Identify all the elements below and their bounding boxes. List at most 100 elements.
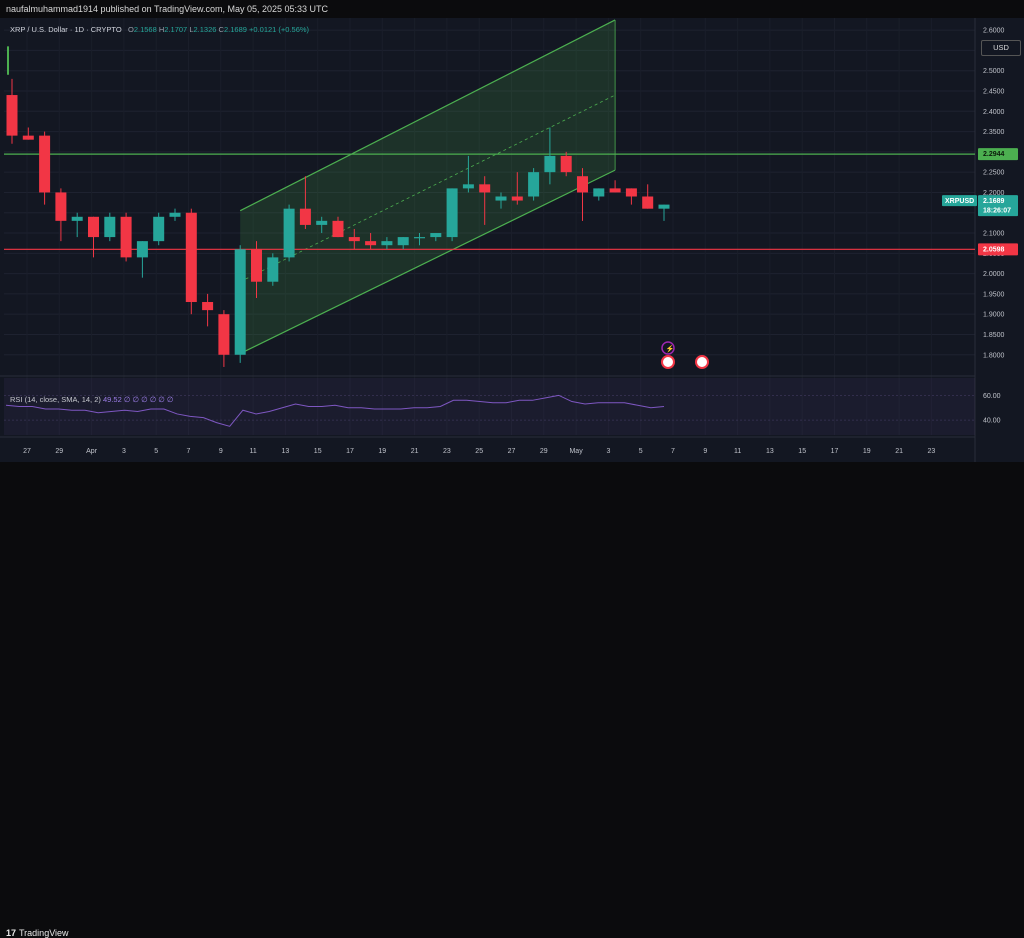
candle-body bbox=[495, 196, 507, 201]
price-tick-label: 1.9500 bbox=[983, 291, 1005, 298]
candle-body bbox=[22, 135, 34, 140]
price-tick-label: 2.3500 bbox=[983, 129, 1005, 136]
candle-body bbox=[6, 95, 18, 136]
open-value: 2.1568 bbox=[133, 25, 157, 34]
candle-body bbox=[332, 220, 344, 238]
candle-body bbox=[234, 249, 246, 355]
candle-body bbox=[169, 212, 181, 217]
candle-body bbox=[381, 241, 393, 246]
candle-body bbox=[544, 155, 556, 173]
candle-body bbox=[593, 188, 605, 197]
time-tick-label: 27 bbox=[23, 448, 31, 455]
countdown-text: 18:26:07 bbox=[983, 208, 1011, 215]
channel-upper-line bbox=[239, 19, 616, 212]
price-chart-svg[interactable]: 2.60002.55002.50002.45002.40002.35002.30… bbox=[0, 18, 1024, 482]
price-tick-label: 2.6000 bbox=[983, 28, 1005, 35]
symbol-tag-text: XRPUSD bbox=[945, 198, 974, 205]
candle-body bbox=[153, 216, 165, 242]
candle-body bbox=[642, 196, 654, 209]
support-tag-text: 2.0598 bbox=[983, 246, 1005, 253]
time-tick-label: 3 bbox=[122, 448, 126, 455]
event-marker-icon[interactable] bbox=[661, 341, 675, 355]
currency-button[interactable]: USD bbox=[981, 40, 1021, 56]
price-tick-label: 2.0000 bbox=[983, 271, 1005, 278]
close-value: 2.1689 bbox=[223, 25, 247, 34]
time-tick-label: 9 bbox=[219, 448, 223, 455]
time-tick-label: Apr bbox=[86, 448, 98, 455]
resistance-tag-text: 2.2944 bbox=[983, 151, 1005, 158]
candle-body bbox=[511, 196, 523, 201]
channel-lower-line bbox=[239, 169, 616, 355]
rsi-band bbox=[4, 378, 975, 435]
time-tick-label: 9 bbox=[703, 448, 707, 455]
resistance-tag-bg bbox=[978, 148, 1018, 161]
candle-body bbox=[136, 241, 148, 258]
price-tick-label: 2.5000 bbox=[983, 68, 1005, 75]
rsi-legend: RSI (14, close, SMA, 14, 2) 49.52 ∅ ∅ ∅ … bbox=[10, 395, 173, 404]
last-price-tag-bg bbox=[978, 195, 1018, 217]
tradingview-brand: TradingView bbox=[19, 928, 69, 938]
candle-body bbox=[88, 216, 99, 238]
candle-body bbox=[185, 212, 197, 303]
change-value: +0.0121 (+0.56%) bbox=[249, 25, 310, 34]
candle-body bbox=[71, 216, 83, 221]
candle-body bbox=[446, 188, 458, 238]
lightning-icon: ⚡ bbox=[666, 344, 675, 353]
time-tick-label: 15 bbox=[314, 448, 322, 455]
price-tick-label: 1.8500 bbox=[983, 332, 1005, 339]
candle-body bbox=[299, 208, 311, 225]
price-tick-label: 2.2500 bbox=[983, 170, 1005, 177]
time-tick-label: 7 bbox=[671, 448, 675, 455]
time-tick-label: 19 bbox=[863, 448, 871, 455]
time-tick-label: 29 bbox=[55, 448, 63, 455]
us-flag-event-icon[interactable] bbox=[661, 355, 675, 369]
candle-body bbox=[658, 204, 670, 209]
price-tick-label: 1.8000 bbox=[983, 352, 1005, 359]
time-tick-label: 17 bbox=[346, 448, 354, 455]
time-tick-label: 27 bbox=[508, 448, 516, 455]
time-tick-label: 11 bbox=[249, 448, 256, 455]
price-tick-label: 2.1000 bbox=[983, 231, 1005, 238]
chart-panel[interactable]: 2.60002.55002.50002.45002.40002.35002.30… bbox=[0, 18, 1024, 482]
candle-body bbox=[577, 176, 588, 193]
candle-body bbox=[625, 188, 637, 197]
time-tick-label: 25 bbox=[475, 448, 483, 455]
time-tick-label: 23 bbox=[928, 448, 936, 455]
candle-body bbox=[430, 233, 442, 238]
candle-body bbox=[267, 257, 279, 282]
candle-body bbox=[414, 237, 425, 239]
us-flag-event-icon[interactable] bbox=[695, 355, 709, 369]
tradingview-logo[interactable]: 17 TradingView bbox=[6, 928, 69, 938]
symbol-tag-bg bbox=[942, 195, 977, 207]
candle-body bbox=[348, 237, 360, 242]
candle-body bbox=[528, 172, 540, 197]
candle-body bbox=[316, 220, 328, 225]
price-tick-label: 2.4500 bbox=[983, 88, 1005, 95]
time-tick-label: 7 bbox=[187, 448, 191, 455]
low-value: 2.1326 bbox=[193, 25, 217, 34]
time-tick-label: 17 bbox=[831, 448, 839, 455]
candle-body bbox=[609, 188, 621, 193]
candle-body bbox=[462, 184, 474, 189]
price-tick-label: 2.4000 bbox=[983, 109, 1005, 116]
high-value: 2.1707 bbox=[164, 25, 188, 34]
time-tick-label: 5 bbox=[154, 448, 158, 455]
publish-info: naufalmuhammad1914 published on TradingV… bbox=[6, 4, 329, 14]
rsi-axis-label: 60.00 bbox=[983, 393, 1001, 400]
rsi-value: 49.52 bbox=[102, 395, 122, 404]
rsi-title: RSI (14, close, SMA, 14, 2) bbox=[10, 395, 101, 404]
time-tick-label: 13 bbox=[766, 448, 774, 455]
candle-body bbox=[283, 208, 295, 258]
rsi-axis-label: 40.00 bbox=[983, 418, 1001, 425]
support-tag-bg bbox=[978, 243, 1018, 256]
candle-body bbox=[120, 216, 132, 258]
footer-bar: 17 TradingView bbox=[0, 462, 1024, 938]
channel-mid-line bbox=[240, 94, 616, 283]
time-tick-label: 19 bbox=[378, 448, 386, 455]
time-tick-label: 5 bbox=[639, 448, 643, 455]
candle-body bbox=[479, 184, 491, 193]
regression-channel-fill bbox=[240, 19, 616, 354]
symbol-name: XRP / U.S. Dollar · 1D · CRYPTO bbox=[10, 25, 122, 34]
candle-body bbox=[104, 216, 116, 238]
candle-body bbox=[397, 237, 409, 246]
